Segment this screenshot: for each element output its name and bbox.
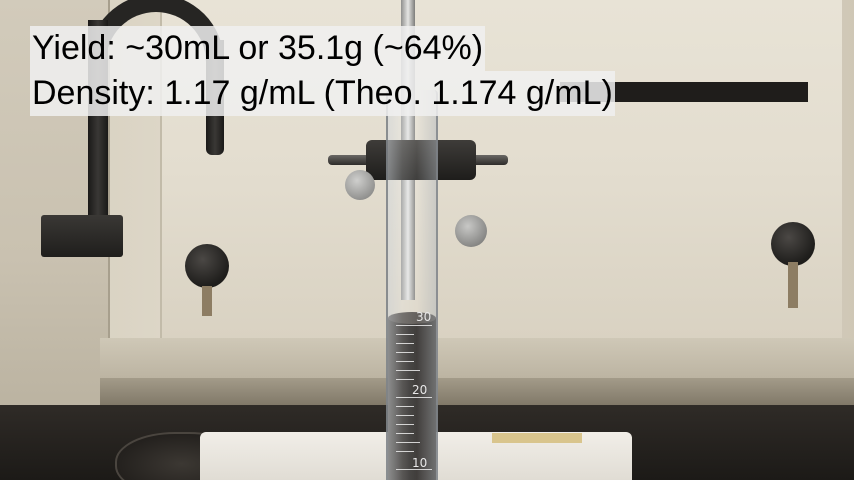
graduation-tick [396, 379, 414, 380]
graduation-tick [396, 370, 420, 371]
graduation-tick [396, 469, 432, 470]
yield-caption: Yield: ~30mL or 35.1g (~64%) [30, 26, 486, 71]
graduation-tick [396, 352, 414, 353]
graduation-tick [396, 334, 414, 335]
graduation-tick [396, 397, 432, 398]
tap-block [41, 215, 123, 257]
graduation-label-10: 10 [412, 456, 428, 470]
graduation-tick [396, 424, 414, 425]
base-sticker [492, 433, 582, 443]
valve-stem-left [202, 286, 212, 316]
lower-wall [100, 378, 854, 408]
valve-stem-right [788, 262, 798, 308]
valve-knob-right [771, 222, 815, 266]
hood-ledge [100, 338, 854, 380]
graduation-label-20: 20 [412, 383, 428, 397]
density-caption: Density: 1.17 g/mL (Theo. 1.174 g/mL) [30, 71, 615, 116]
graduated-cylinder [386, 90, 438, 480]
graduation-tick [396, 442, 420, 443]
thumb-screw-right [455, 215, 487, 247]
thumb-screw-left [345, 170, 375, 200]
graduation-tick [396, 415, 414, 416]
graduation-tick [396, 361, 414, 362]
graduation-tick [396, 343, 414, 344]
graduation-tick [396, 406, 414, 407]
graduation-label-30: 30 [416, 310, 432, 324]
panel-handle [560, 82, 808, 102]
graduation-tick [396, 433, 414, 434]
valve-knob-left [185, 244, 229, 288]
graduation-tick [396, 325, 432, 326]
caption-overlay: Yield: ~30mL or 35.1g (~64%) Density: 1.… [30, 26, 615, 116]
graduation-tick [396, 451, 414, 452]
